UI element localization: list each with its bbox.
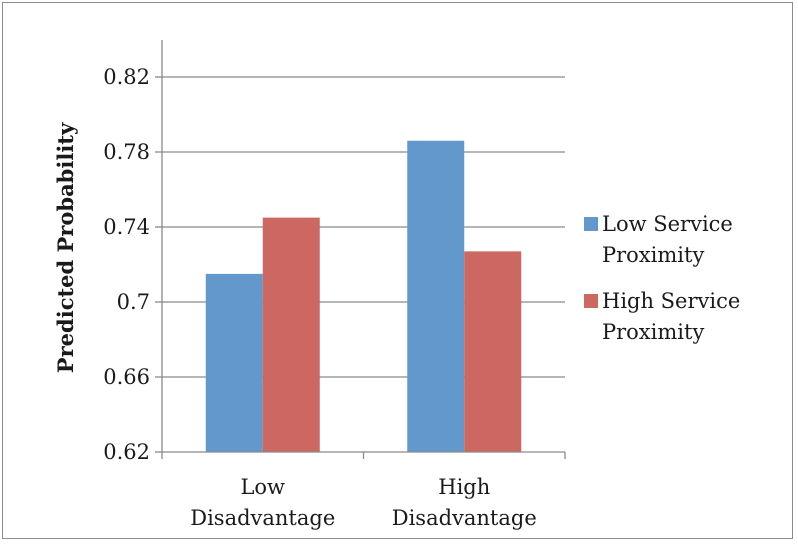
legend-label: Low Service bbox=[602, 212, 733, 236]
y-tick-label: 0.7 bbox=[117, 290, 150, 314]
legend-label: Proximity bbox=[602, 320, 704, 344]
y-axis-label: Predicted Probability bbox=[53, 122, 78, 373]
legend-label: Proximity bbox=[602, 243, 704, 267]
x-tick-label: Low bbox=[240, 475, 285, 499]
x-tick-labels: Low Disadvantage High Disadvantage bbox=[190, 475, 537, 530]
y-tick-label: 0.82 bbox=[103, 65, 150, 89]
x-tick-label: High bbox=[438, 475, 490, 499]
y-tick-label: 0.62 bbox=[103, 440, 150, 464]
bar bbox=[205, 273, 263, 452]
bar bbox=[464, 251, 522, 452]
legend-label: High Service bbox=[602, 289, 740, 313]
bar bbox=[407, 140, 465, 452]
chart-frame bbox=[2, 2, 793, 539]
axes bbox=[155, 40, 566, 459]
bar bbox=[262, 217, 320, 452]
y-tick-label: 0.78 bbox=[103, 140, 150, 164]
legend-swatch bbox=[584, 217, 598, 231]
y-tick-labels: 0.62 0.66 0.7 0.74 0.78 0.82 bbox=[103, 65, 150, 464]
legend-swatch bbox=[584, 294, 598, 308]
y-tick-label: 0.66 bbox=[103, 365, 150, 389]
legend: Low Service Proximity High Service Proximit… bbox=[584, 212, 740, 344]
bars bbox=[205, 140, 522, 452]
x-tick-label: Disadvantage bbox=[190, 506, 335, 530]
y-tick-label: 0.74 bbox=[103, 215, 150, 239]
x-tick-label: Disadvantage bbox=[392, 506, 537, 530]
